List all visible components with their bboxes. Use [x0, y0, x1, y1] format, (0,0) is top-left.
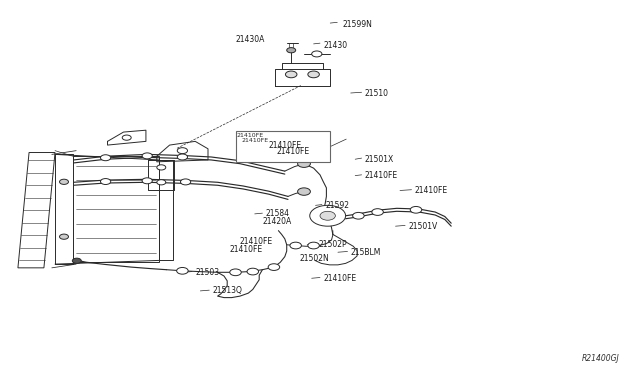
Circle shape: [308, 242, 319, 249]
Circle shape: [310, 205, 346, 226]
Circle shape: [298, 188, 310, 195]
Circle shape: [263, 143, 278, 152]
Circle shape: [312, 51, 322, 57]
Circle shape: [180, 179, 191, 185]
Circle shape: [100, 179, 111, 185]
Text: 21592: 21592: [325, 201, 349, 210]
Text: 21501V: 21501V: [408, 222, 438, 231]
Circle shape: [410, 206, 422, 213]
Circle shape: [247, 268, 259, 275]
Text: 21410FE: 21410FE: [229, 245, 262, 254]
Circle shape: [372, 209, 383, 215]
Circle shape: [353, 212, 364, 219]
Text: 21410FE: 21410FE: [415, 186, 448, 195]
Text: 21502N: 21502N: [300, 254, 329, 263]
Circle shape: [157, 165, 166, 170]
Circle shape: [100, 155, 111, 161]
Circle shape: [60, 179, 68, 185]
Text: R21400GJ: R21400GJ: [582, 354, 620, 363]
Circle shape: [177, 148, 188, 154]
Bar: [236, 131, 330, 162]
Text: 21510: 21510: [365, 89, 388, 97]
Text: 21410FE: 21410FE: [269, 141, 302, 150]
Text: 21502P: 21502P: [319, 240, 348, 249]
Text: 21410FE: 21410FE: [240, 237, 273, 246]
Text: 21584: 21584: [266, 209, 289, 218]
Bar: [73, 156, 159, 262]
Text: 21410FE: 21410FE: [323, 274, 356, 283]
Circle shape: [142, 153, 152, 159]
Text: 21410FE: 21410FE: [365, 171, 398, 180]
Text: 215BLM: 215BLM: [351, 248, 381, 257]
Text: 21501X: 21501X: [365, 155, 394, 164]
Circle shape: [268, 264, 280, 270]
Text: 21599N: 21599N: [342, 20, 372, 29]
Circle shape: [60, 234, 68, 239]
Text: 21430A: 21430A: [236, 35, 265, 44]
Circle shape: [287, 48, 296, 53]
Text: 21513Q: 21513Q: [212, 286, 243, 295]
Text: 21410FE: 21410FE: [276, 147, 310, 156]
Text: 21430: 21430: [323, 41, 348, 50]
Circle shape: [285, 71, 297, 78]
Circle shape: [230, 269, 241, 276]
Text: 21410FE: 21410FE: [237, 133, 264, 138]
Circle shape: [72, 258, 81, 263]
Circle shape: [177, 267, 188, 274]
Circle shape: [290, 242, 301, 249]
Circle shape: [320, 211, 335, 220]
Circle shape: [177, 154, 188, 160]
Polygon shape: [18, 153, 55, 268]
Circle shape: [268, 146, 274, 150]
Circle shape: [142, 178, 152, 184]
Circle shape: [308, 71, 319, 78]
Circle shape: [157, 180, 166, 185]
Text: 21420A: 21420A: [262, 217, 292, 226]
Text: 21503: 21503: [195, 268, 220, 277]
Circle shape: [298, 160, 310, 167]
Text: 21410FE: 21410FE: [242, 138, 269, 144]
Circle shape: [122, 135, 131, 140]
